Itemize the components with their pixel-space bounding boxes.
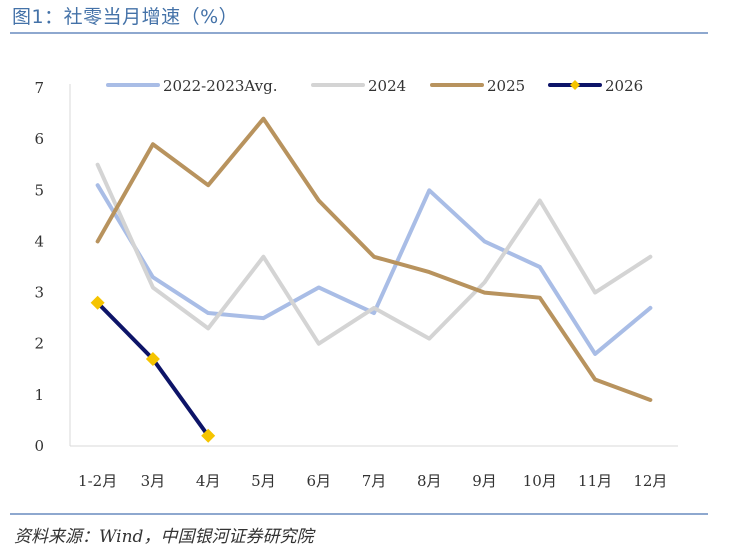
x-tick-label: 9月 <box>472 472 497 490</box>
legend-item: 2025 <box>430 77 525 95</box>
x-tick-label: 6月 <box>306 472 331 490</box>
data-point-marker <box>90 295 105 310</box>
figure-title: 图1：社零当月增速（%） <box>12 6 239 28</box>
y-tick-label: 1 <box>34 386 44 404</box>
data-point-marker <box>201 428 216 443</box>
chart-series <box>90 116 653 443</box>
chart-legend: 2022-2023Avg. 2024 2025 2026 <box>106 77 643 95</box>
legend-label: 2025 <box>487 77 525 95</box>
x-tick-label: 1-2月 <box>78 472 117 490</box>
y-tick-label: 5 <box>34 181 44 199</box>
y-tick-label: 6 <box>34 130 44 148</box>
series-line-2026 <box>95 300 211 438</box>
legend-label: 2024 <box>368 77 406 95</box>
x-tick-label: 10月 <box>523 472 557 490</box>
series-line-2022-2023avg- <box>95 183 653 356</box>
y-tick-label: 7 <box>34 79 44 97</box>
legend-item: 2024 <box>311 77 406 95</box>
x-tick-label: 8月 <box>417 472 442 490</box>
x-tick-label: 7月 <box>362 472 387 490</box>
legend-item: 2026 <box>548 77 643 95</box>
bottom-rule <box>10 513 708 515</box>
y-tick-label: 0 <box>34 437 44 455</box>
x-tick-label: 11月 <box>578 472 612 490</box>
y-tick-label: 2 <box>34 335 44 353</box>
x-tick-label: 4月 <box>196 472 221 490</box>
legend-marker <box>570 80 580 90</box>
top-rule <box>10 32 708 34</box>
x-tick-label: 12月 <box>633 472 667 490</box>
y-tick-label: 3 <box>34 284 44 302</box>
series-line-2025 <box>95 116 653 402</box>
legend-item: 2022-2023Avg. <box>106 77 278 95</box>
line-chart: 0 1 2 3 4 5 6 7 1-2月 3月 4月 5月 6月 7月 8月 9月 10月 11月 12月 2022… <box>34 77 678 490</box>
data-point-marker <box>145 352 160 367</box>
legend-label: 2026 <box>605 77 643 95</box>
legend-label: 2022-2023Avg. <box>163 77 278 95</box>
series-line-2024 <box>95 162 653 346</box>
chart-axes: 0 1 2 3 4 5 6 7 1-2月 3月 4月 5月 6月 7月 8月 9月 10月 11月 12月 <box>34 79 678 490</box>
figure-source: 资料来源：Wind，中国银河证券研究院 <box>14 527 314 547</box>
y-tick-label: 4 <box>34 232 44 250</box>
x-tick-label: 5月 <box>251 472 276 490</box>
x-tick-label: 3月 <box>141 472 166 490</box>
